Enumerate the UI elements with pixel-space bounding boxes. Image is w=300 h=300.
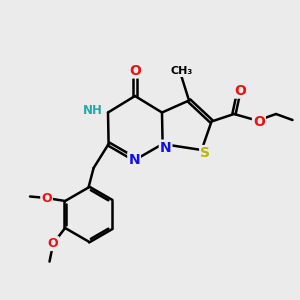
Text: NH: NH <box>83 104 103 118</box>
Text: N: N <box>128 153 140 166</box>
Text: O: O <box>41 191 52 205</box>
Text: N: N <box>160 141 171 154</box>
Text: O: O <box>234 84 246 98</box>
Text: S: S <box>200 146 210 160</box>
Text: O: O <box>253 115 265 129</box>
Text: O: O <box>48 237 58 250</box>
Text: CH₃: CH₃ <box>170 66 193 76</box>
Text: O: O <box>129 64 141 77</box>
